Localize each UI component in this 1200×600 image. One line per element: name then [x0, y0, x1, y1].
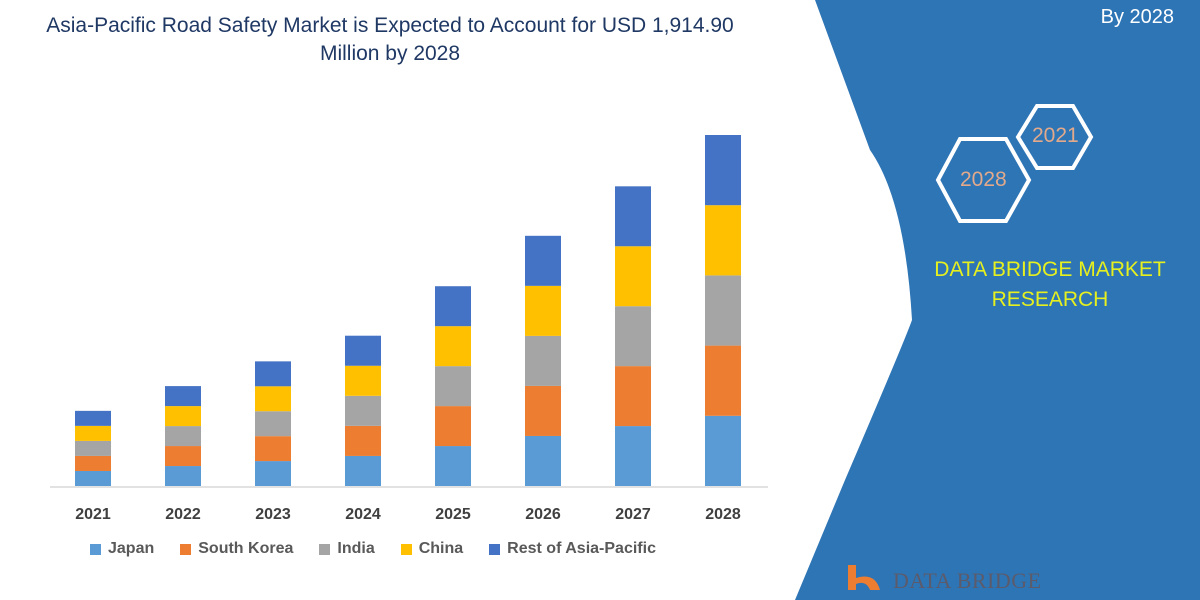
bar-segment-india-2028: [705, 275, 741, 346]
x-tick-label: 2024: [345, 506, 381, 523]
legend-swatch: [489, 543, 501, 555]
bar-segment-china-2022: [165, 406, 201, 427]
legend-label: Japan: [108, 540, 155, 557]
bar-segment-china-2027: [615, 246, 651, 307]
legend-item-rest-of-asia-pacific: Rest of Asia-Pacific: [489, 540, 656, 558]
legend-item-south-korea: South Korea: [180, 540, 293, 558]
hexagon-2028: [935, 137, 1032, 223]
bar-segment-india-2026: [525, 335, 561, 386]
bar-segment-south-korea-2027: [615, 366, 651, 427]
bar-segment-china-2021: [75, 425, 111, 441]
chart-title: Asia-Pacific Road Safety Market is Expec…: [46, 14, 734, 65]
bar-segment-japan-2027: [615, 426, 651, 486]
bar-segment-japan-2022: [165, 466, 201, 486]
logo-text: DATA BRIDGE: [893, 568, 1042, 593]
legend-label: Rest of Asia-Pacific: [507, 540, 656, 557]
bar-segment-japan-2028: [705, 415, 741, 486]
logo-icon: [848, 565, 880, 590]
bar-segment-rest-of-asia-pacific-2025: [435, 286, 471, 327]
bar-segment-japan-2026: [525, 435, 561, 486]
bar-segment-china-2023: [255, 386, 291, 412]
legend-swatch: [180, 543, 192, 555]
legend-label: China: [418, 540, 464, 557]
brand-name: DATA BRIDGE MARKET RESEARCH: [934, 258, 1166, 311]
bar-segment-rest-of-asia-pacific-2028: [705, 135, 741, 206]
bar-segment-south-korea-2021: [75, 455, 111, 471]
hex-year-2021: 2021: [1032, 124, 1079, 147]
side-panel-top-text: By 2028: [1100, 6, 1174, 28]
bar-segment-rest-of-asia-pacific-2027: [615, 186, 651, 247]
bar-segment-south-korea-2023: [255, 436, 291, 462]
bar-segment-south-korea-2026: [525, 385, 561, 436]
x-tick-label: 2027: [615, 506, 651, 523]
x-tick-label: 2021: [75, 506, 111, 523]
x-tick-label: 2025: [435, 506, 471, 523]
bar-segment-south-korea-2025: [435, 406, 471, 447]
bar-segment-south-korea-2024: [345, 425, 381, 456]
bar-segment-india-2027: [615, 306, 651, 367]
bar-segment-india-2024: [345, 395, 381, 426]
bar-segment-rest-of-asia-pacific-2023: [255, 361, 291, 387]
bar-segment-china-2025: [435, 326, 471, 367]
bar-segment-rest-of-asia-pacific-2024: [345, 335, 381, 366]
bar-segment-japan-2025: [435, 446, 471, 486]
x-tick-label: 2023: [255, 506, 291, 523]
bar-segment-india-2022: [165, 426, 201, 447]
bar-segment-india-2023: [255, 411, 291, 437]
bar-segment-japan-2023: [255, 461, 291, 486]
hexagon-2021: [1015, 104, 1094, 170]
bar-segment-india-2021: [75, 440, 111, 456]
legend-swatch: [400, 543, 412, 555]
bar-segment-rest-of-asia-pacific-2022: [165, 386, 201, 407]
legend-swatch: [319, 543, 331, 555]
legend-swatch: [90, 543, 101, 555]
bar-segment-rest-of-asia-pacific-2021: [75, 410, 111, 426]
x-tick-label: 2028: [705, 506, 741, 523]
legend-label: South Korea: [198, 540, 294, 557]
bar-segment-rest-of-asia-pacific-2026: [525, 235, 561, 286]
legend-item-japan: Japan: [90, 540, 154, 558]
bar-segment-china-2024: [345, 365, 381, 396]
legend-label: India: [337, 540, 375, 557]
hex-year-2028: 2028: [960, 168, 1007, 191]
legend-item-india: India: [319, 540, 375, 558]
bar-segment-japan-2021: [75, 470, 111, 486]
bar-segment-south-korea-2028: [705, 345, 741, 416]
legend: Japan South Korea India China Rest of As…: [90, 540, 682, 558]
bar-segment-japan-2024: [345, 455, 381, 486]
bar-segment-china-2026: [525, 285, 561, 336]
bar-segment-south-korea-2022: [165, 446, 201, 467]
bar-segment-india-2025: [435, 366, 471, 407]
blue-side-panel: [795, 0, 1200, 600]
x-tick-label: 2022: [165, 506, 201, 523]
legend-item-china: China: [400, 540, 464, 558]
bar-segment-china-2028: [705, 205, 741, 276]
x-tick-label: 2026: [525, 506, 561, 523]
